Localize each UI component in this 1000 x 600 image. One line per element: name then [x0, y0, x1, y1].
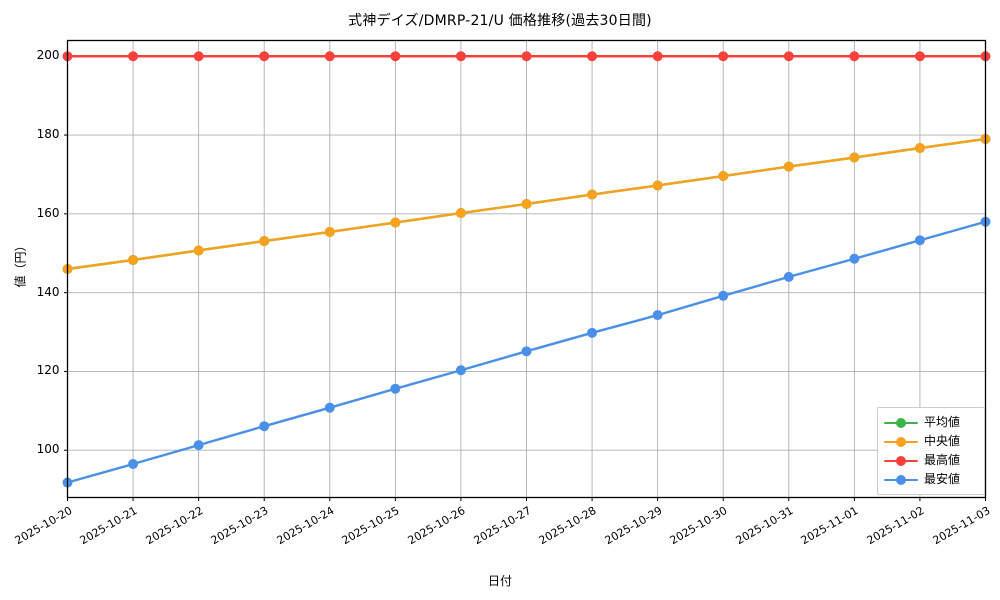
legend-swatch-icon — [884, 454, 918, 468]
data-point — [521, 51, 532, 62]
y-tick-label: 120 — [36, 363, 60, 378]
data-point — [259, 236, 270, 247]
data-point — [390, 383, 401, 394]
legend-item[interactable]: 最安値 — [884, 470, 978, 489]
data-point — [324, 226, 335, 237]
data-point — [587, 327, 598, 338]
legend-label: 最高値 — [924, 453, 961, 467]
y-tick-label: 100 — [36, 442, 60, 457]
legend-item[interactable]: 最高値 — [884, 451, 978, 470]
y-tick-label: 200 — [36, 48, 60, 63]
data-point — [849, 253, 860, 264]
data-point — [914, 235, 925, 246]
data-point — [849, 51, 860, 62]
data-point — [521, 198, 532, 209]
y-tick-label: 160 — [36, 205, 60, 220]
legend-swatch-icon — [884, 473, 918, 487]
data-point — [652, 180, 663, 191]
data-point — [455, 365, 466, 376]
chart-legend: 平均値中央値最高値最安値 — [877, 407, 985, 495]
series-1 — [62, 133, 991, 274]
legend-label: 平均値 — [924, 415, 961, 429]
data-point — [324, 51, 335, 62]
legend-label: 最安値 — [924, 472, 961, 486]
data-point — [390, 51, 401, 62]
data-point — [783, 161, 794, 172]
data-point — [849, 152, 860, 163]
data-point — [783, 51, 794, 62]
legend-swatch-icon — [884, 435, 918, 449]
data-point — [193, 245, 204, 256]
data-point — [455, 208, 466, 219]
legend-swatch-icon — [884, 416, 918, 430]
legend-item[interactable]: 平均値 — [884, 413, 978, 432]
data-point — [455, 51, 466, 62]
data-point — [128, 51, 139, 62]
data-point — [193, 440, 204, 451]
data-point — [128, 459, 139, 470]
data-point — [652, 51, 663, 62]
data-point — [914, 51, 925, 62]
data-point — [259, 51, 270, 62]
data-point — [587, 189, 598, 200]
series-3 — [62, 216, 991, 488]
y-tick-label: 180 — [36, 127, 60, 142]
data-point — [521, 346, 532, 357]
chart-title: 式神デイズ/DMRP-21/U 価格推移(過去30日間) — [348, 13, 652, 29]
data-point — [193, 51, 204, 62]
data-point — [390, 217, 401, 228]
data-point — [718, 171, 729, 182]
y-tick-label: 140 — [36, 284, 60, 299]
series-2 — [62, 51, 991, 62]
axes-frame — [66, 39, 987, 499]
data-point — [718, 51, 729, 62]
data-point — [259, 421, 270, 432]
data-point — [783, 271, 794, 282]
data-point — [652, 310, 663, 321]
data-point — [324, 402, 335, 413]
legend-item[interactable]: 中央値 — [884, 432, 978, 451]
x-axis-label: 日付 — [487, 574, 512, 588]
data-point — [914, 143, 925, 154]
data-point — [128, 254, 139, 265]
data-point — [587, 51, 598, 62]
legend-label: 中央値 — [924, 434, 961, 448]
data-point — [718, 290, 729, 301]
